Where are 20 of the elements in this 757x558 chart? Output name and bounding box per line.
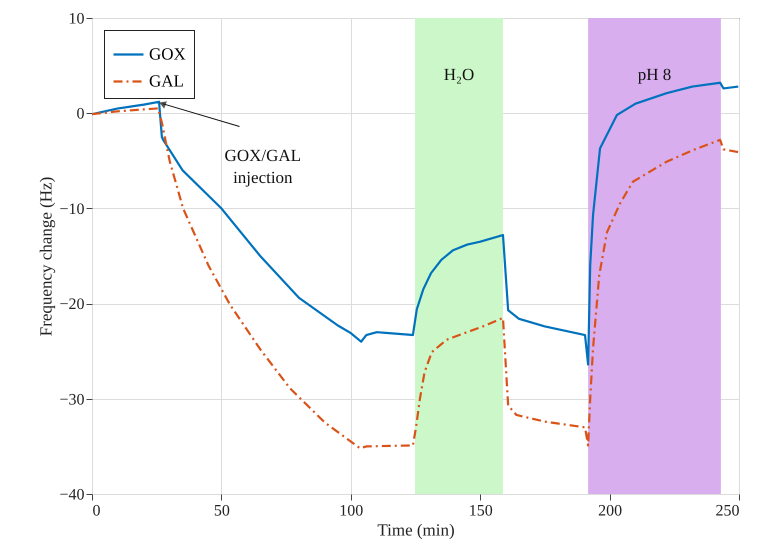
line-series [90, 107, 740, 450]
legend-label: GAL [149, 72, 184, 90]
y-axis-title: Frequency change (Hz) [36, 176, 56, 336]
annotation: GOX/GAL injection [224, 146, 302, 188]
x-tick-label: 150 [468, 502, 493, 520]
y-tick-label: 10 [68, 10, 84, 28]
band-label: pH 8 [638, 65, 672, 84]
y-tick-label: 0 [76, 106, 84, 123]
y-tick-label: −30 [59, 391, 84, 408]
x-tick-label: 200 [598, 502, 622, 520]
legend-label: GOX [149, 44, 186, 64]
x-tick-label: 50 [214, 502, 230, 520]
x-tick-label: 0 [92, 502, 100, 520]
x-axis-title: Time (min) [377, 520, 455, 540]
x-tick-label: 100 [339, 502, 364, 520]
band-label: H₂O [444, 65, 474, 84]
y-tick-label: −40 [59, 486, 84, 504]
x-tick-label: 250 [716, 502, 740, 520]
y-tick-label: −10 [59, 200, 84, 218]
y-tick-label: −20 [59, 296, 84, 314]
